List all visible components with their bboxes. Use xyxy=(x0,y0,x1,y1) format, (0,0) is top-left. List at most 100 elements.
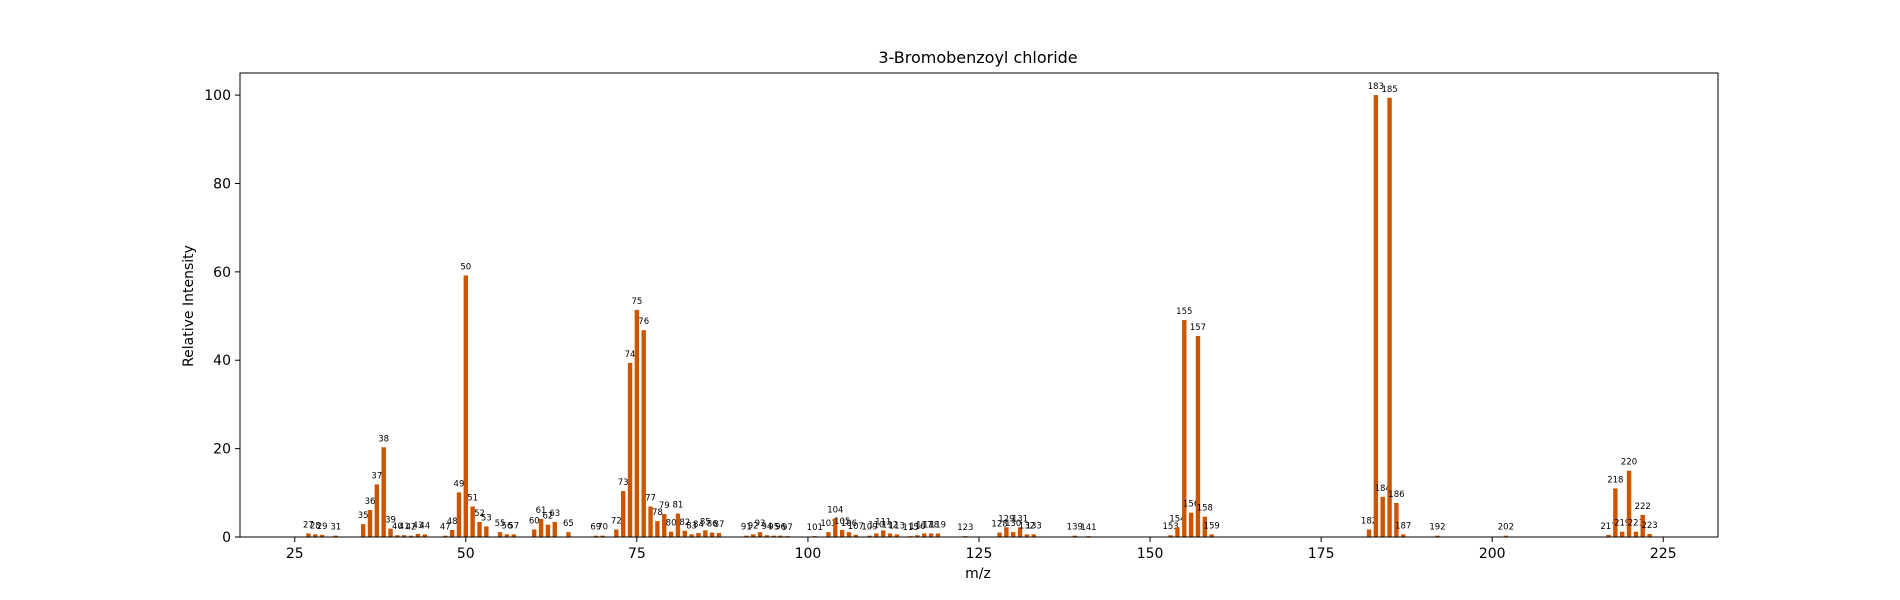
bar-mz-119 xyxy=(935,533,941,537)
peak-label-106: 106 xyxy=(841,519,857,529)
peak-label-123: 123 xyxy=(957,523,973,533)
bar-mz-69 xyxy=(593,535,599,537)
bar-mz-40 xyxy=(395,535,400,537)
plot-frame xyxy=(239,72,1719,538)
peak-label-73: 73 xyxy=(618,478,629,488)
bar-mz-153 xyxy=(1168,535,1173,537)
bar-mz-106 xyxy=(846,532,852,537)
peak-label-159: 159 xyxy=(1204,521,1220,531)
y-tick-label-40: 40 xyxy=(213,353,231,369)
peak-label-35: 35 xyxy=(358,511,369,521)
peak-label-129: 129 xyxy=(998,514,1014,524)
peak-label-110: 110 xyxy=(868,520,884,530)
bar-mz-187 xyxy=(1401,534,1406,537)
bar-mz-42 xyxy=(408,535,414,537)
peak-label-155: 155 xyxy=(1176,307,1192,317)
bar-mz-65 xyxy=(566,532,571,537)
peak-label-107: 107 xyxy=(848,522,864,532)
peak-label-49: 49 xyxy=(454,479,465,489)
bar-mz-222 xyxy=(1640,514,1645,537)
bar-mz-111 xyxy=(881,530,886,537)
bar-mz-62 xyxy=(545,524,551,537)
y-tick-label-20: 20 xyxy=(213,442,231,458)
peak-label-56: 56 xyxy=(501,521,512,531)
bar-mz-105 xyxy=(839,529,845,537)
bar-mz-133 xyxy=(1031,534,1036,537)
bar-mz-155 xyxy=(1182,320,1187,537)
peak-label-39: 39 xyxy=(385,516,396,526)
y-tick-label-60: 60 xyxy=(213,265,231,281)
bar-mz-60 xyxy=(532,529,537,537)
peak-label-103: 103 xyxy=(820,519,836,529)
y-axis-label: Relative Intensity xyxy=(181,245,197,367)
bar-mz-35 xyxy=(360,524,366,537)
bar-mz-221 xyxy=(1633,531,1639,537)
peak-label-184: 184 xyxy=(1375,484,1391,494)
bar-mz-220 xyxy=(1626,470,1632,537)
bar-mz-47 xyxy=(443,535,448,537)
bar-mz-113 xyxy=(894,534,900,537)
peak-label-86: 86 xyxy=(707,520,718,530)
bar-mz-50 xyxy=(463,275,469,537)
x-tick-label-150: 150 xyxy=(1137,546,1164,562)
peak-label-183: 183 xyxy=(1368,82,1384,92)
bar-mz-117 xyxy=(922,533,927,537)
peak-label-223: 223 xyxy=(1641,521,1657,531)
bar-mz-139 xyxy=(1072,535,1077,537)
peak-label-95: 95 xyxy=(768,523,779,533)
bar-mz-77 xyxy=(648,506,653,537)
bar-mz-27 xyxy=(306,533,311,537)
peak-label-42: 42 xyxy=(406,523,417,533)
bar-mz-158 xyxy=(1202,516,1208,537)
x-tick-label-200: 200 xyxy=(1479,546,1506,562)
bar-mz-70 xyxy=(600,535,605,537)
bar-mz-159 xyxy=(1209,534,1214,537)
peak-label-182: 182 xyxy=(1361,516,1377,526)
peak-label-156: 156 xyxy=(1183,500,1199,510)
bar-mz-80 xyxy=(668,531,674,537)
peak-label-79: 79 xyxy=(659,501,670,511)
bar-mz-72 xyxy=(614,529,619,537)
bar-mz-130 xyxy=(1011,532,1016,537)
peak-label-70: 70 xyxy=(597,523,608,533)
bar-mz-218 xyxy=(1613,488,1618,537)
peak-label-112: 112 xyxy=(882,520,898,530)
y-tick-label-100: 100 xyxy=(204,88,231,104)
bar-mz-56 xyxy=(504,534,510,537)
bar-mz-94 xyxy=(764,535,770,537)
bar-mz-63 xyxy=(552,521,557,537)
peak-label-104: 104 xyxy=(827,505,843,515)
bar-mz-223 xyxy=(1647,533,1652,537)
bar-mz-96 xyxy=(778,535,783,537)
peak-label-60: 60 xyxy=(529,516,540,526)
peak-label-118: 118 xyxy=(923,520,939,530)
peak-label-141: 141 xyxy=(1080,523,1096,533)
peak-label-111: 111 xyxy=(875,517,891,527)
y-tick-label-0: 0 xyxy=(222,530,231,546)
peak-label-40: 40 xyxy=(392,522,403,532)
bar-mz-129 xyxy=(1004,527,1009,537)
bar-mz-73 xyxy=(620,491,626,537)
peak-label-187: 187 xyxy=(1395,521,1411,531)
peak-label-55: 55 xyxy=(495,519,506,529)
peak-label-77: 77 xyxy=(645,494,656,504)
peak-label-65: 65 xyxy=(563,519,574,529)
peak-label-93: 93 xyxy=(755,519,766,529)
peak-label-218: 218 xyxy=(1607,475,1623,485)
peak-label-76: 76 xyxy=(638,317,649,327)
bar-mz-75 xyxy=(634,309,640,537)
peak-label-38: 38 xyxy=(378,434,389,444)
x-tick-label-100: 100 xyxy=(795,546,822,562)
x-tick-label-125: 125 xyxy=(966,546,993,562)
bar-mz-83 xyxy=(689,534,694,537)
bar-mz-74 xyxy=(627,362,633,537)
bar-mz-91 xyxy=(744,535,749,537)
peak-label-29: 29 xyxy=(317,522,328,532)
peak-label-81: 81 xyxy=(673,501,684,511)
peak-label-36: 36 xyxy=(365,497,376,507)
peak-label-47: 47 xyxy=(440,523,451,533)
bar-mz-156 xyxy=(1188,512,1194,537)
bar-mz-29 xyxy=(319,534,325,537)
peak-label-109: 109 xyxy=(861,523,877,533)
